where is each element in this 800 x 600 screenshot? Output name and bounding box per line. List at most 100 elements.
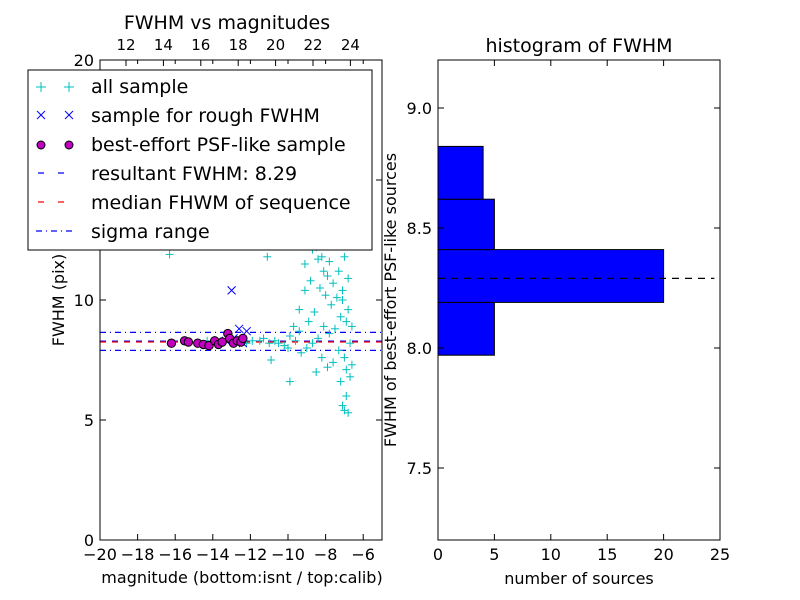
legend-marker-rough-sample bbox=[36, 110, 74, 120]
histogram-y-tick-label: 7.5 bbox=[407, 459, 432, 478]
data-point-all-sample bbox=[323, 363, 332, 372]
data-point-all-sample bbox=[267, 356, 276, 364]
x-tick-label: −18 bbox=[121, 545, 155, 564]
histogram-x-tick-label: 15 bbox=[597, 545, 617, 564]
histogram-title: histogram of FWHM bbox=[485, 35, 672, 57]
data-point-all-sample bbox=[263, 252, 272, 261]
histogram-bar bbox=[438, 249, 665, 303]
data-point-all-sample bbox=[295, 327, 304, 336]
histogram-bar bbox=[438, 301, 495, 356]
histogram-y-tick-label: 8.0 bbox=[407, 339, 432, 358]
data-point-all-sample bbox=[325, 257, 334, 266]
data-point-all-sample bbox=[340, 406, 349, 415]
legend-marker-all-sample bbox=[36, 82, 74, 92]
data-point-rough-sample bbox=[227, 286, 236, 295]
scatter-x-axis-label: magnitude (bottom:isnt / top:calib) bbox=[101, 568, 382, 587]
data-point-all-sample bbox=[347, 322, 356, 331]
data-point-all-sample bbox=[340, 252, 349, 261]
y-tick-label: 0 bbox=[84, 531, 94, 550]
data-point-all-sample bbox=[259, 334, 268, 343]
data-point-rough-sample bbox=[234, 324, 244, 334]
data-point-all-sample bbox=[248, 336, 257, 345]
data-point-psf-sample bbox=[166, 338, 177, 348]
x-tick-label: −6 bbox=[351, 545, 375, 564]
data-point-all-sample bbox=[265, 339, 274, 348]
histogram-y-tick-label: 8.5 bbox=[407, 219, 432, 238]
top-axis-tick-label: 12 bbox=[116, 36, 135, 54]
x-tick-label: −16 bbox=[158, 545, 192, 564]
data-point-all-sample bbox=[336, 312, 345, 321]
data-point-all-sample bbox=[332, 293, 341, 302]
data-point-all-sample bbox=[319, 267, 328, 276]
data-point-all-sample bbox=[165, 250, 174, 259]
histogram-y-axis-label: FWHM of best-effort PSF-like sources bbox=[381, 153, 400, 447]
histogram-x-tick-label: 20 bbox=[653, 545, 673, 564]
data-point-all-sample bbox=[342, 392, 351, 400]
data-point-all-sample bbox=[285, 332, 294, 340]
data-point-all-sample bbox=[285, 377, 294, 386]
scatter-y-axis-label: FWHM (pix) bbox=[49, 254, 68, 347]
histogram-bar bbox=[438, 145, 484, 200]
data-point-all-sample bbox=[289, 322, 298, 331]
data-point-psf-sample bbox=[238, 333, 248, 344]
legend-label-psf-sample: best-effort PSF-like sample bbox=[91, 134, 346, 156]
data-point-all-sample bbox=[314, 334, 323, 343]
data-point-all-sample bbox=[300, 286, 309, 295]
data-point-all-sample bbox=[306, 276, 315, 285]
data-point-all-sample bbox=[342, 365, 351, 374]
data-point-all-sample bbox=[334, 346, 343, 355]
data-point-all-sample bbox=[319, 322, 328, 331]
top-axis-tick-label: 14 bbox=[154, 36, 173, 54]
data-point-all-sample bbox=[310, 308, 319, 316]
data-point-all-sample bbox=[302, 344, 311, 352]
legend-label-median-fwhm: median FHWM of sequence bbox=[91, 192, 351, 214]
marker-stroke bbox=[234, 324, 244, 334]
data-point-all-sample bbox=[347, 360, 356, 369]
legend-label-resultant-fwhm: resultant FWHM: 8.29 bbox=[91, 163, 297, 185]
top-axis-tick-label: 16 bbox=[191, 36, 210, 54]
data-point-all-sample bbox=[327, 300, 336, 309]
data-point-all-sample bbox=[291, 336, 300, 345]
x-tick-label: −10 bbox=[271, 545, 305, 564]
legend-label-rough-sample: sample for rough FWHM bbox=[91, 105, 320, 127]
data-point-all-sample bbox=[338, 401, 347, 410]
top-axis-tick-label: 22 bbox=[303, 36, 322, 54]
histogram-x-axis-label: number of sources bbox=[504, 569, 654, 588]
data-point-all-sample bbox=[321, 291, 330, 300]
histogram-y-tick-label: 9.0 bbox=[407, 99, 432, 118]
top-axis-tick-label: 20 bbox=[266, 36, 285, 54]
histogram-x-tick-label: 25 bbox=[710, 545, 730, 564]
x-tick-label: −12 bbox=[234, 545, 268, 564]
data-point-all-sample bbox=[346, 339, 355, 348]
legend-label-all-sample: all sample bbox=[91, 76, 188, 98]
legend-marker-psf-sample bbox=[36, 140, 74, 150]
data-point-all-sample bbox=[336, 377, 345, 386]
data-point-all-sample bbox=[342, 317, 351, 326]
data-point-psf-sample bbox=[183, 337, 194, 347]
data-point-all-sample bbox=[338, 296, 347, 304]
histogram-x-tick-label: 10 bbox=[541, 545, 561, 564]
y-tick-label: 20 bbox=[74, 51, 94, 70]
histogram-panel: 0 5 10 15 20 25 7.5 8.0 8.5 9.0 histogram of FWHM… bbox=[381, 35, 730, 588]
data-point-all-sample bbox=[304, 317, 313, 326]
legend-label-sigma-range: sigma range bbox=[91, 221, 210, 243]
data-point-all-sample bbox=[346, 372, 355, 381]
x-tick-label: −20 bbox=[83, 545, 117, 564]
data-point-all-sample bbox=[284, 344, 292, 352]
data-point-all-sample bbox=[323, 272, 332, 280]
data-point-all-sample bbox=[344, 274, 353, 283]
data-point-all-sample bbox=[334, 267, 343, 276]
scatter-panel: −20−18−16−14−12−10−8−6051015201214161820… bbox=[27, 12, 383, 587]
histogram-bar bbox=[438, 198, 495, 251]
scatter-axes: −20−18−16−14−12−10−8−6051015201214161820… bbox=[74, 36, 382, 564]
data-point-all-sample bbox=[329, 279, 338, 288]
data-point-all-sample bbox=[338, 286, 347, 295]
legend-box bbox=[27, 69, 373, 251]
data-point-all-sample bbox=[329, 358, 338, 367]
histogram-x-tick-label: 0 bbox=[433, 545, 443, 564]
data-point-all-sample bbox=[315, 284, 324, 292]
top-axis-tick-label: 18 bbox=[229, 36, 248, 54]
y-tick-label: 5 bbox=[84, 411, 94, 430]
data-point-all-sample bbox=[270, 336, 279, 345]
